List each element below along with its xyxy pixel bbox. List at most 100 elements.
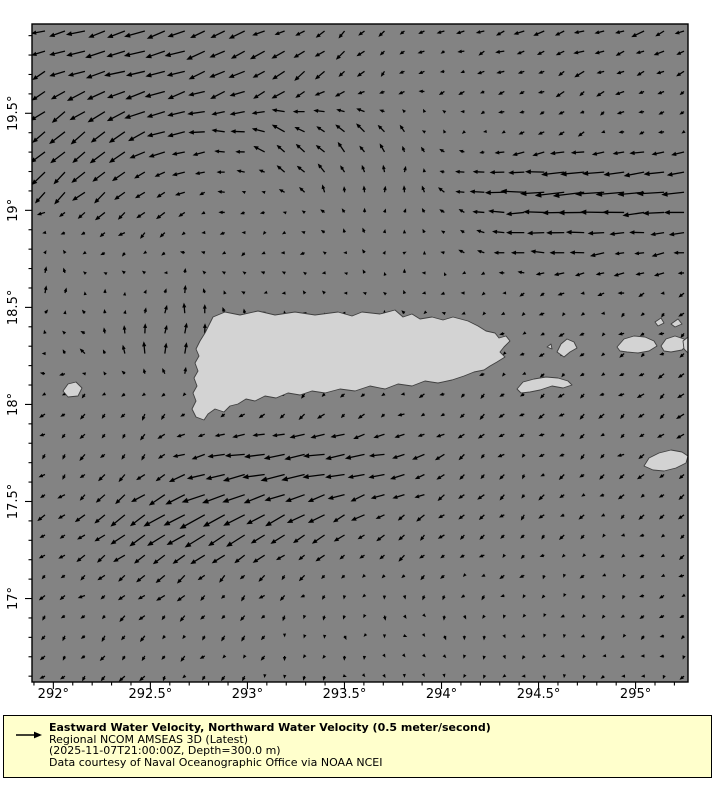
velocity-arrow-head	[122, 325, 127, 330]
velocity-arrow-head	[498, 110, 503, 114]
velocity-arrow-head	[301, 231, 306, 235]
velocity-arrow-head	[423, 108, 427, 113]
velocity-arrow-head	[680, 534, 685, 540]
velocity-arrow-head	[216, 170, 222, 174]
velocity-arrow-head	[618, 372, 624, 377]
velocity-arrow-head	[314, 52, 320, 57]
velocity-arrow-head	[537, 131, 543, 135]
velocity-arrow-shaft	[94, 171, 106, 180]
velocity-arrow-head	[438, 91, 444, 95]
velocity-arrow-head	[42, 230, 47, 234]
velocity-arrow-head	[123, 52, 131, 58]
velocity-arrow-head	[559, 494, 564, 499]
velocity-arrow-head	[39, 371, 45, 376]
velocity-arrow-head	[620, 614, 625, 618]
velocity-arrow-head	[316, 126, 322, 131]
velocity-arrow-head	[400, 392, 405, 396]
velocity-arrows	[32, 30, 686, 682]
velocity-arrow-head	[440, 50, 445, 54]
velocity-arrow-head	[523, 209, 530, 215]
velocity-arrow-head	[141, 392, 146, 397]
velocity-arrow-shaft	[189, 50, 206, 59]
velocity-arrow-shaft	[641, 191, 665, 195]
velocity-arrow-head	[674, 30, 680, 35]
velocity-arrow-head	[244, 453, 251, 459]
velocity-arrow-shaft	[527, 211, 545, 214]
velocity-arrow-head	[163, 520, 171, 526]
velocity-arrow-head	[368, 474, 375, 479]
velocity-arrow-head	[138, 616, 144, 621]
velocity-arrow-head	[382, 634, 387, 639]
velocity-arrow-head	[123, 291, 127, 296]
velocity-arrow-head	[62, 636, 66, 642]
velocity-arrow-shaft	[274, 50, 285, 58]
velocity-arrow-shaft	[329, 453, 345, 459]
velocity-arrow-head	[383, 271, 387, 276]
velocity-arrow-head	[370, 494, 377, 500]
velocity-arrow-head	[459, 475, 464, 480]
velocity-arrow-shaft	[212, 50, 225, 57]
velocity-arrow-head	[339, 555, 344, 560]
velocity-arrow-head	[179, 523, 187, 529]
velocity-arrow-head	[579, 110, 585, 114]
velocity-arrow-head	[302, 290, 307, 295]
velocity-arrow-head	[479, 415, 484, 420]
velocity-arrow-shaft	[36, 191, 46, 202]
velocity-arrow-head	[380, 413, 385, 418]
velocity-arrow-head	[538, 433, 544, 437]
velocity-arrow-head	[262, 230, 267, 235]
velocity-arrow-head	[298, 576, 304, 582]
velocity-arrow-head	[129, 154, 136, 159]
velocity-arrow-head	[596, 92, 602, 97]
velocity-arrow-shaft	[129, 70, 145, 76]
velocity-arrow-head	[442, 673, 446, 678]
velocity-arrow-head	[555, 92, 561, 98]
velocity-arrow-head	[420, 536, 425, 541]
velocity-arrow-head	[321, 574, 326, 580]
x-tick-label: 293.5°	[323, 687, 367, 702]
velocity-arrow-head	[107, 33, 114, 39]
velocity-arrow-head	[67, 72, 74, 77]
velocity-arrow-shaft	[90, 111, 106, 121]
velocity-arrow-head	[289, 434, 296, 439]
velocity-arrow-head	[442, 109, 447, 114]
velocity-arrow-head	[118, 577, 123, 582]
velocity-arrow-head	[222, 497, 230, 503]
velocity-arrow-head	[80, 614, 85, 619]
velocity-arrow-head	[682, 655, 686, 660]
velocity-arrow-head	[636, 394, 642, 399]
velocity-arrow-head	[477, 495, 483, 500]
velocity-arrow-head	[80, 331, 85, 335]
velocity-arrow-head	[552, 192, 560, 198]
velocity-arrow-head	[94, 215, 101, 221]
velocity-arrow-shaft	[134, 494, 146, 501]
velocity-arrow-head	[481, 291, 486, 296]
velocity-arrow-shaft	[290, 514, 305, 522]
velocity-arrow-shaft	[212, 70, 225, 77]
velocity-arrow-head	[101, 615, 106, 620]
velocity-arrow-shaft	[150, 111, 166, 117]
velocity-arrow-head	[242, 271, 247, 275]
velocity-arrow-head	[176, 433, 182, 438]
velocity-arrow-head	[640, 654, 645, 658]
velocity-arrow-shaft	[255, 70, 265, 77]
velocity-arrow-head	[253, 94, 259, 99]
velocity-arrow-head	[478, 554, 484, 558]
velocity-arrow-head	[220, 676, 225, 682]
velocity-arrow-shaft	[354, 514, 365, 520]
velocity-arrow-head	[182, 634, 187, 640]
velocity-arrow-head	[402, 268, 407, 273]
velocity-arrow-head	[436, 433, 441, 438]
velocity-arrow-head	[156, 214, 162, 220]
velocity-arrow-head	[601, 372, 606, 376]
velocity-arrow-head	[659, 634, 664, 638]
velocity-arrow-head	[286, 518, 294, 523]
velocity-arrow-shaft	[395, 453, 405, 458]
velocity-arrow-head	[444, 272, 447, 277]
velocity-arrow-head	[402, 251, 407, 255]
velocity-arrow-shaft	[175, 554, 186, 563]
velocity-arrow-head	[202, 676, 206, 681]
velocity-arrow-shaft	[311, 514, 325, 522]
velocity-arrow-head	[421, 271, 426, 275]
velocity-arrow-head	[281, 291, 286, 295]
